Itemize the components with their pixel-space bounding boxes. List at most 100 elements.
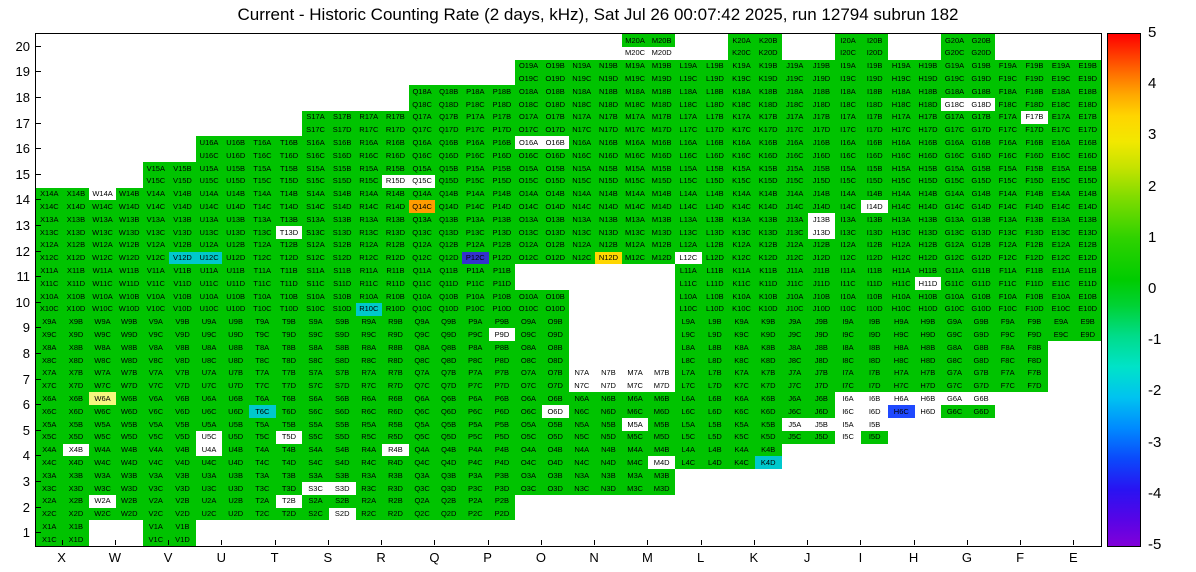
cell-F16B: F16B xyxy=(1021,136,1048,150)
x-axis-tick xyxy=(807,540,809,545)
cell-I12C: I12C xyxy=(834,251,862,265)
cell-F17B: F17B xyxy=(1021,110,1048,124)
cell-K7A: K7A xyxy=(728,366,755,380)
cell-R15C: R15C xyxy=(355,174,383,188)
cell-P5C: P5C xyxy=(462,430,489,444)
cell-K7C: K7C xyxy=(728,379,755,393)
cell-U16B: U16B xyxy=(222,136,249,150)
cell-W3C: W3C xyxy=(89,482,116,495)
cell-I19D: I19D xyxy=(861,72,888,86)
cell-P5B: P5B xyxy=(488,418,516,431)
cell-W4A: W4A xyxy=(89,443,116,457)
cell-O10A: O10A xyxy=(515,290,542,303)
cell-X5D: X5D xyxy=(62,430,90,444)
cell-H19B: H19B xyxy=(914,59,942,73)
cell-J16B: J16B xyxy=(808,136,835,150)
cell-F13B: F13B xyxy=(1021,213,1048,226)
cell-I20A: I20A xyxy=(834,34,862,47)
cell-N15A: N15A xyxy=(568,162,596,175)
cell-L8D: L8D xyxy=(701,354,729,367)
cell-K7D: K7D xyxy=(754,379,782,393)
cell-S3B: S3B xyxy=(328,469,356,482)
y-axis-tick xyxy=(36,455,41,457)
cell-G6B: G6B xyxy=(967,392,995,406)
cell-H10B: H10B xyxy=(914,290,942,303)
cell-Q6C: Q6C xyxy=(408,405,436,418)
cell-R14A: R14A xyxy=(355,187,383,201)
cell-T5D: T5D xyxy=(275,430,303,444)
cell-R3D: R3D xyxy=(382,482,409,495)
cell-N16A: N16A xyxy=(568,136,596,150)
cell-H15A: H15A xyxy=(888,162,915,175)
cell-J18D: J18D xyxy=(808,98,835,111)
cell-W6C: W6C xyxy=(89,405,116,418)
cell-H16A: H16A xyxy=(888,136,915,150)
cell-U8A: U8A xyxy=(195,341,223,354)
cell-K11D: K11D xyxy=(754,277,782,290)
cell-G18B: G18B xyxy=(967,85,995,98)
cell-K15B: K15B xyxy=(754,162,782,175)
cell-P11C: P11C xyxy=(462,277,489,290)
cell-K16C: K16C xyxy=(728,149,755,162)
cell-E14D: E14D xyxy=(1074,200,1101,214)
cell-U2B: U2B xyxy=(222,494,249,508)
cell-V8D: V8D xyxy=(169,354,196,367)
cell-U3A: U3A xyxy=(195,469,223,482)
cell-T13B: T13B xyxy=(275,213,303,226)
cell-O13C: O13C xyxy=(515,226,542,239)
cell-F16D: F16D xyxy=(1021,149,1048,162)
cell-N14C: N14C xyxy=(568,200,596,214)
cell-F9A: F9A xyxy=(994,315,1022,329)
y-axis-label-2: 2 xyxy=(22,499,30,515)
y-axis-label-8: 8 xyxy=(22,346,30,361)
cell-T9D: T9D xyxy=(275,328,303,342)
cell-Q13D: Q13D xyxy=(435,226,462,239)
cell-N12A: N12A xyxy=(568,238,596,252)
cell-X2D: X2D xyxy=(62,507,90,521)
cell-G16B: G16B xyxy=(967,136,995,150)
cell-W6B: W6B xyxy=(115,392,143,406)
x-axis-label-T: T xyxy=(270,550,279,565)
cell-H7D: H7D xyxy=(914,379,942,393)
cell-E14C: E14C xyxy=(1047,200,1075,214)
cell-K10D: K10D xyxy=(754,302,782,316)
cell-R13A: R13A xyxy=(355,213,383,226)
cell-U12D: U12D xyxy=(222,251,249,265)
cell-I17D: I17D xyxy=(861,123,888,137)
cell-E16A: E16A xyxy=(1047,136,1075,150)
cell-O9B: O9B xyxy=(541,315,569,329)
cell-V14B: V14B xyxy=(169,187,196,201)
cell-P9B: P9B xyxy=(488,315,516,329)
cell-Q12A: Q12A xyxy=(408,238,436,252)
cell-V8B: V8B xyxy=(169,341,196,354)
cell-F13D: F13D xyxy=(1021,226,1048,239)
cell-E12B: E12B xyxy=(1074,238,1101,252)
cell-P3B: P3B xyxy=(488,469,516,482)
cell-W3D: W3D xyxy=(115,482,143,495)
cell-L10B: L10B xyxy=(701,290,729,303)
cell-U11A: U11A xyxy=(195,264,223,278)
cell-W9D: W9D xyxy=(115,328,143,342)
cell-W7A: W7A xyxy=(89,366,116,380)
cell-K20C: K20C xyxy=(728,46,755,60)
cell-I15D: I15D xyxy=(861,174,888,188)
cell-X3B: X3B xyxy=(62,469,90,482)
cell-S11C: S11C xyxy=(302,277,329,290)
x-axis-label-G: G xyxy=(961,550,972,565)
cell-M18A: M18A xyxy=(621,85,649,98)
cell-E12A: E12A xyxy=(1047,238,1075,252)
cell-P5D: P5D xyxy=(488,430,516,444)
cell-T9C: T9C xyxy=(249,328,276,342)
colorbar-tick-1: 1 xyxy=(1148,228,1157,246)
cell-P16A: P16A xyxy=(462,136,489,150)
cell-S6A: S6A xyxy=(302,392,329,406)
cell-F16C: F16C xyxy=(994,149,1022,162)
cell-E14B: E14B xyxy=(1074,187,1101,201)
cell-F12B: F12B xyxy=(1021,238,1048,252)
cell-T7C: T7C xyxy=(249,379,276,393)
cell-L7B: L7B xyxy=(701,366,729,380)
cell-H18D: H18D xyxy=(914,98,942,111)
cell-E13D: E13D xyxy=(1074,226,1101,239)
cell-K10B: K10B xyxy=(754,290,782,303)
cell-S15B: S15B xyxy=(328,162,356,175)
